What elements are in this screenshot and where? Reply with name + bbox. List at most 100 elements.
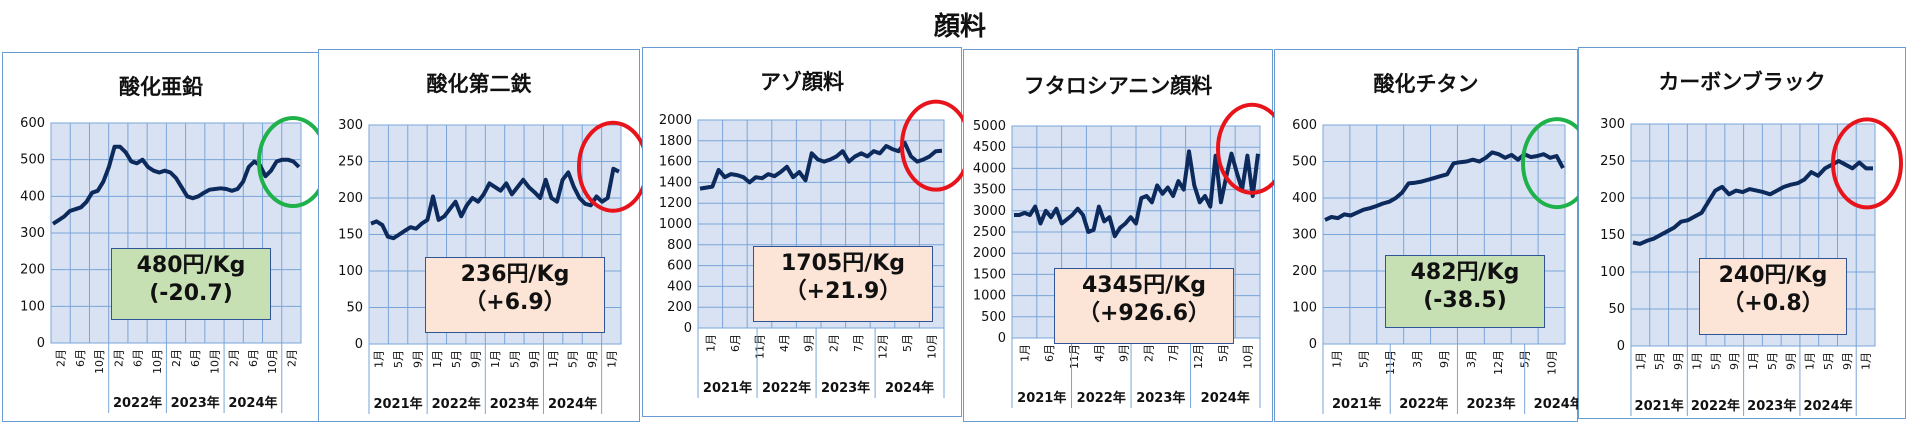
year-label: 2023年	[1466, 396, 1515, 412]
x-tick-label: 12月	[1192, 344, 1205, 369]
year-label: 2022年	[432, 396, 481, 412]
year-label: 2024年	[548, 396, 597, 412]
y-tick-label: 500	[1292, 155, 1317, 170]
chart-title: 酸化第二鉄	[426, 72, 532, 96]
price-label: 482円/Kg	[1410, 260, 1520, 285]
price-box: 240円/Kg （+0.8）	[1699, 258, 1847, 335]
y-tick-label: 200	[1600, 191, 1625, 206]
x-tick-label: 9月	[1438, 350, 1451, 368]
chart-panel-titanium-oxide: 酸化チタン 01002003004005006001月5月11月3月9月3月12…	[1274, 49, 1593, 422]
x-tick-label: 9月	[1841, 352, 1854, 370]
y-tick-label: 300	[338, 118, 363, 133]
price-box: 1705円/Kg （+21.9）	[753, 246, 933, 322]
change-label: （+926.6）	[1077, 301, 1211, 326]
year-label: 2022年	[1399, 396, 1448, 412]
x-tick-label: 5月	[450, 350, 463, 368]
x-tick-label: 10月	[93, 349, 106, 374]
x-tick-label: 3月	[1465, 350, 1478, 368]
x-tick-label: 1月	[1691, 352, 1704, 370]
x-tick-label: 6月	[74, 349, 87, 367]
x-tick-label: 9月	[803, 334, 816, 352]
y-tick-label: 600	[1292, 118, 1317, 133]
year-label: 2023年	[1136, 390, 1185, 406]
x-tick-label: 9月	[1728, 352, 1741, 370]
price-label: 480円/Kg	[136, 253, 246, 278]
y-tick-label: 50	[346, 301, 363, 316]
line-chart: 0 50 100 150 200 250 300 1月 5月 9月 1月 5月 9月 1月 5月 9月 1月 5月…	[1600, 117, 1903, 416]
y-tick-label: 400	[1292, 191, 1317, 206]
x-tick-label: 2月	[112, 349, 125, 367]
y-tick-label: 1000	[659, 217, 692, 232]
chart-panel-carbon-black: カーボンブラック 0 50 100 150 200 250 300 1月 5月 9月 1月 5月 9月 1…	[1578, 47, 1906, 419]
x-tick-label: 3月	[1411, 350, 1424, 368]
y-tick-label: 150	[1600, 228, 1625, 243]
y-tick-label: 0	[1309, 337, 1317, 352]
x-tick-label: 5月	[901, 334, 914, 352]
price-box: 480円/Kg (-20.7)	[111, 248, 271, 320]
x-tick-label: 1月	[1747, 352, 1760, 370]
x-tick-label: 5月	[392, 350, 405, 368]
x-tick-label: 6月	[729, 334, 742, 352]
change-label: （+6.9）	[464, 290, 566, 315]
price-label: 1705円/Kg	[780, 251, 906, 276]
y-tick-label: 0	[1617, 339, 1625, 354]
x-tick-label: 5月	[1709, 352, 1722, 370]
x-tick-label: 9月	[1785, 352, 1798, 370]
y-tick-label: 300	[1292, 228, 1317, 243]
y-tick-label: 100	[1292, 301, 1317, 316]
y-tick-label: 1200	[659, 196, 692, 211]
x-tick-label: 4月	[1093, 344, 1106, 362]
x-tick-label: 5月	[1766, 352, 1779, 370]
y-tick-label: 0	[998, 331, 1006, 346]
chart-panel-iron-oxide: 酸化第二鉄 0 50 100 150 200 250 300 1月 5月 9月 1月 5月 9月 1月 5月…	[318, 49, 649, 422]
price-label: 240円/Kg	[1718, 263, 1828, 288]
y-tick-label: 200	[1292, 264, 1317, 279]
y-tick-label: 100	[1600, 265, 1625, 280]
y-tick-label: 300	[20, 226, 45, 241]
y-tick-label: 5000	[973, 119, 1006, 134]
x-tick-label: 1月	[704, 334, 717, 352]
page-title: 顔料	[933, 12, 986, 42]
y-tick-label: 300	[1600, 117, 1625, 132]
x-tick-label: 9月	[1118, 344, 1131, 362]
x-tick-label: 12月	[877, 334, 890, 359]
x-tick-label: 9月	[1672, 352, 1685, 370]
chart-panel-zinc-oxide: 酸化亜鉛 0 100 200 300 400 500 600 2月 6月 10月 2月 6月 10月 2月…	[2, 52, 329, 422]
line-chart: 0 50 100 150 200 250 300 1月 5月 9月 1月 5月 9月 1月 5月 9月 1月 5月…	[338, 118, 649, 414]
line-chart: 0 100 200 300 400 500 600 2月 6月 10月 2月 6月 10月 2月 6月 10月…	[20, 116, 329, 413]
x-tick-label: 10月	[926, 334, 939, 359]
y-tick-label: 200	[338, 191, 363, 206]
highlight-ring	[1831, 117, 1903, 210]
year-label: 2022年	[113, 395, 162, 411]
year-label: 2024年	[228, 395, 277, 411]
year-label: 2023年	[171, 395, 220, 411]
y-tick-label: 3000	[973, 204, 1006, 219]
x-tick-label: 9月	[470, 350, 483, 368]
x-tick-label: 12月	[1492, 350, 1505, 375]
y-tick-label: 600	[667, 259, 692, 274]
y-tick-label: 200	[20, 263, 45, 278]
x-tick-label: 1月	[373, 350, 386, 368]
x-tick-label: 9月	[411, 350, 424, 368]
x-tick-label: 1月	[1860, 352, 1873, 370]
y-tick-label: 3500	[973, 183, 1006, 198]
y-tick-label: 400	[20, 189, 45, 204]
x-tick-label: 10月	[1242, 344, 1255, 369]
x-tick-label: 5月	[1519, 350, 1532, 368]
x-tick-label: 6月	[247, 349, 260, 367]
chart-title: 酸化亜鉛	[119, 75, 203, 99]
y-tick-label: 600	[20, 116, 45, 131]
year-label: 2023年	[490, 396, 539, 412]
year-label: 2024年	[1201, 390, 1250, 406]
x-tick-label: 2月	[170, 349, 183, 367]
y-tick-label: 1600	[659, 155, 692, 170]
change-label: (-38.5)	[1423, 288, 1507, 313]
x-tick-label: 1月	[1018, 344, 1031, 362]
price-label: 236円/Kg	[460, 262, 570, 287]
x-tick-label: 2月	[827, 334, 840, 352]
year-label: 2023年	[821, 380, 870, 396]
x-tick-label: 1月	[489, 350, 502, 368]
year-label: 2021年	[1332, 396, 1381, 412]
y-tick-label: 100	[338, 264, 363, 279]
x-tick-label: 7月	[1167, 344, 1180, 362]
